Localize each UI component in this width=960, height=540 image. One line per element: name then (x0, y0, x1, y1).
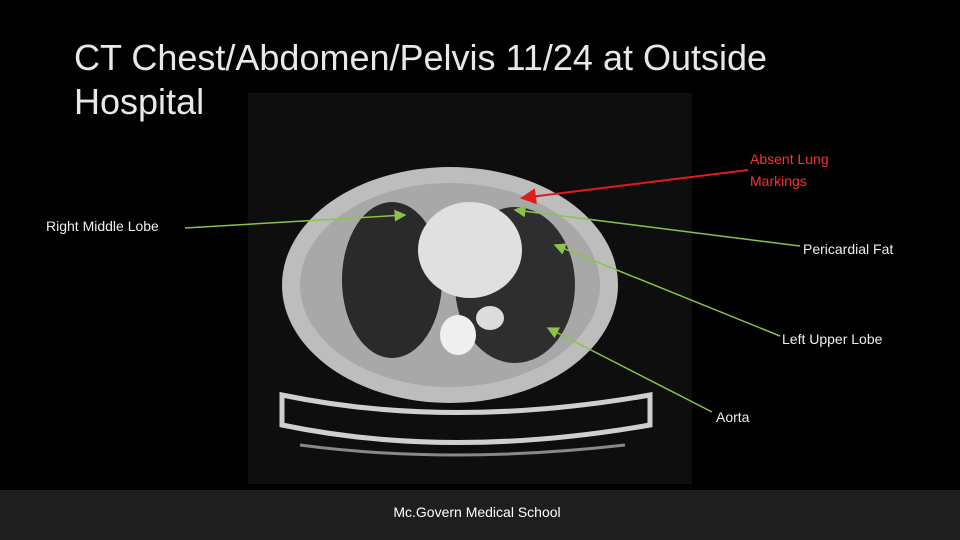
arrow (520, 169, 749, 205)
ct-scan (248, 93, 692, 484)
arrow (553, 243, 781, 337)
annotation-label: Absent Lung Markings (750, 151, 829, 189)
annotation-label: Left Upper Lobe (782, 331, 883, 347)
slide-title: CT Chest/Abdomen/Pelvis 11/24 at Outside… (74, 37, 768, 122)
annotation-label: Right Middle Lobe (46, 218, 159, 234)
arrow (513, 205, 801, 247)
footer-text: Mc.Govern Medical School (393, 504, 561, 520)
footer-bar: Mc.Govern Medical School (0, 490, 960, 540)
annotation-label: Pericardial Fat (803, 241, 894, 257)
annotation-arrows (184, 169, 801, 413)
annotation-label: Aorta (716, 409, 750, 425)
arrow (546, 327, 713, 413)
arrow (184, 209, 407, 229)
